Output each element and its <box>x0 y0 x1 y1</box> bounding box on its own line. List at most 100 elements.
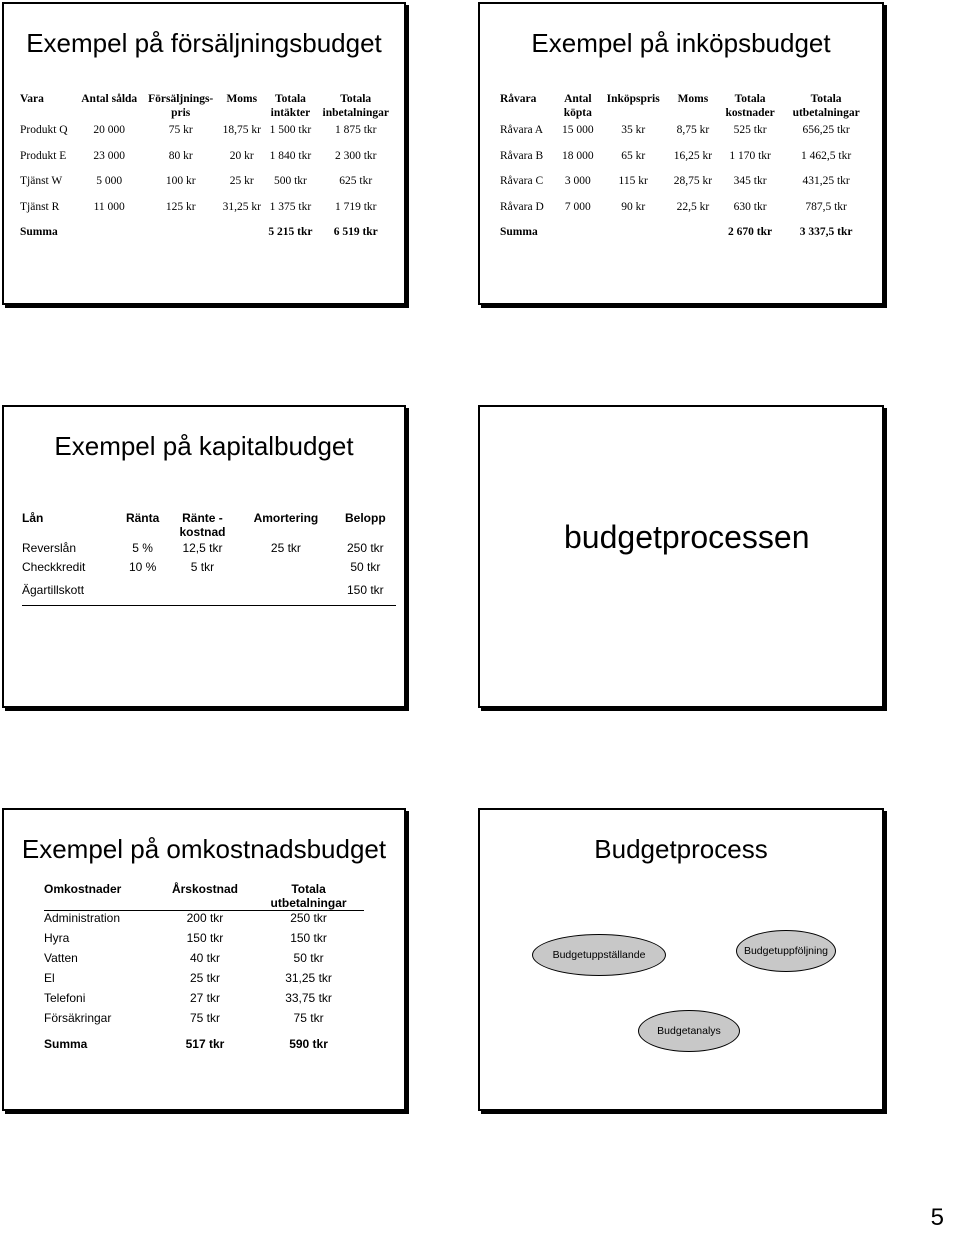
summary-cell: 2 670 tkr <box>728 226 773 238</box>
table-cell: 1 719 tkr <box>334 200 377 213</box>
table-cell: 90 kr <box>621 200 646 213</box>
table-cell: 5 % <box>132 541 153 555</box>
table-cell: 31,25 kr <box>222 200 261 213</box>
table-cell: 200 tkr <box>186 911 224 925</box>
table-cell: 250 tkr <box>290 911 327 925</box>
slide-title: Exempel på omkostnadsbudget <box>21 834 387 864</box>
table-row: Råvara B 18 000 65 kr 16,25 kr 1 170 tkr 1 46… <box>500 150 870 176</box>
column-header: Totala kostnader <box>725 93 775 119</box>
summary-cell <box>668 226 718 246</box>
column-header: Antal köpta <box>563 93 592 119</box>
table-cell: 1 500 tkr <box>269 124 312 136</box>
sales-table: Vara Antal sålda Försäljnings-pris Moms Tota… <box>20 92 395 246</box>
table-header-row: Råvara Antal köpta Inköpspris Moms Totala kost… <box>500 92 870 124</box>
table-cell: 500 tkr <box>273 175 307 187</box>
column-header: Årskostnad <box>156 882 254 911</box>
slide-title: Exempel på kapitalbudget <box>54 431 354 461</box>
table-cell: 1 375 tkr <box>269 200 312 213</box>
table-cell: 28,75 kr <box>673 175 713 187</box>
table-cell: Telefoni <box>44 991 86 1005</box>
table-cell: 22,5 kr <box>676 200 710 213</box>
table-cell <box>237 560 335 579</box>
summary-cell: Summa <box>500 226 538 238</box>
table-cell: 25 tkr <box>270 541 301 555</box>
summary-cell: 517 tkr <box>185 1037 225 1051</box>
table-cell: 787,5 tkr <box>805 200 847 213</box>
table-cell: Vatten <box>44 951 78 965</box>
table-row: Checkkredit 10 % 5 tkr 50 tkr <box>22 560 396 579</box>
table-cell: Råvara D <box>500 200 544 213</box>
table-cell: Hyra <box>44 931 70 945</box>
summary-cell: 5 215 tkr <box>268 226 313 238</box>
summary-cell: 6 519 tkr <box>333 226 378 238</box>
summary-cell: 590 tkr <box>289 1037 328 1051</box>
column-header: Moms <box>677 93 709 105</box>
summary-cell <box>76 226 142 246</box>
table-cell: 7 000 <box>564 200 591 213</box>
table-row: Råvara D 7 000 90 kr 22,5 kr 630 tkr 787,5 tk… <box>500 201 870 227</box>
table-cell: 8,75 kr <box>676 124 710 136</box>
table-cell: 345 tkr <box>733 175 767 187</box>
table-row: Råvara A 15 000 35 kr 8,75 kr 525 tkr 656,25 … <box>500 124 870 150</box>
table-cell: 65 kr <box>621 149 646 162</box>
table-cell: 525 tkr <box>733 124 767 136</box>
slide-budgetprocess: Budgetprocess Budgetuppställande Budgetu… <box>478 808 884 1111</box>
table-cell: Försäkringar <box>44 1011 112 1025</box>
table-cell: 115 kr <box>618 175 648 187</box>
table-cell: 20 kr <box>229 149 254 162</box>
column-header: Ränte - kostnad <box>179 511 226 539</box>
page-number: 5 <box>930 1204 944 1231</box>
slide-word: budgetprocessen <box>564 519 810 555</box>
table-row: Hyra 150 tkr 150 tkr <box>44 931 364 951</box>
table-row: Ägartillskott 150 tkr <box>22 579 396 606</box>
table-row: Administration 200 tkr 250 tkr <box>44 911 364 932</box>
table-row: Produkt E 23 000 80 kr 20 kr 1 840 tkr 2 300 … <box>20 150 395 176</box>
table-cell: 1 840 tkr <box>269 149 312 162</box>
table-cell: 16,25 kr <box>673 149 713 162</box>
table-cell: 150 tkr <box>334 579 396 606</box>
column-header: Lån <box>22 511 44 525</box>
table-cell: 15 000 <box>562 124 594 136</box>
summary-cell: 3 337,5 tkr <box>799 226 853 238</box>
table-cell: Reverslån <box>22 541 77 555</box>
column-header: Amortering <box>253 511 319 525</box>
table-cell: 80 kr <box>168 149 193 162</box>
column-header: Inköpspris <box>606 93 660 105</box>
table-cell: 656,25 tkr <box>802 124 850 136</box>
column-header: Antal sålda <box>81 93 138 105</box>
column-header: Råvara <box>500 93 537 105</box>
table-cell: 1 462,5 tkr <box>801 149 852 162</box>
summary-row: Summa 2 670 tkr 3 337,5 tkr <box>500 226 870 246</box>
table-cell: 75 tkr <box>189 1011 220 1025</box>
table-row: Tjänst W 5 000 100 kr 25 kr 500 tkr 625 tkr <box>20 175 395 201</box>
node-budgetuppstallande: Budgetuppställande <box>532 934 666 976</box>
table-cell: Produkt E <box>20 149 67 162</box>
table-cell: 100 kr <box>165 175 196 187</box>
table-cell: Administration <box>44 911 121 925</box>
table-cell: El <box>44 971 55 985</box>
table-cell: 12,5 tkr <box>182 541 223 555</box>
slide-purchasebudget: Exempel på inköpsbudget Råvara Antal köpta… <box>478 2 884 305</box>
table-cell: 1 875 tkr <box>334 124 377 136</box>
table-cell: 125 kr <box>165 200 196 213</box>
table-cell: 1 170 tkr <box>729 149 771 162</box>
table-cell: 20 000 <box>93 124 126 136</box>
table-cell: 33,75 tkr <box>285 991 332 1005</box>
column-header: Belopp <box>344 511 386 525</box>
table-header-row: Omkostnader Årskostnad Totala utbetalningar <box>44 882 364 911</box>
table-cell <box>237 579 335 606</box>
table-cell: 5 tkr <box>190 560 215 574</box>
column-header: Totala utbetalningar <box>792 93 860 119</box>
table-header-row: Vara Antal sålda Försäljnings-pris Moms Tota… <box>20 92 395 124</box>
table-row: Tjänst R 11 000 125 kr 31,25 kr 1 375 tkr 1 7… <box>20 201 395 227</box>
table-cell: 50 tkr <box>350 560 381 574</box>
summary-cell <box>142 226 219 246</box>
table-cell: 431,25 tkr <box>802 175 850 187</box>
slide-capitalbudget: Exempel på kapitalbudget Lån Ränta Ränte -… <box>2 405 406 708</box>
node-budgetanalys: Budgetanalys <box>638 1010 740 1052</box>
table-row: El 25 tkr 31,25 tkr <box>44 971 364 991</box>
table-cell: Råvara A <box>500 124 544 136</box>
summary-cell: Summa <box>44 1037 88 1051</box>
table-cell: 75 kr <box>168 124 193 136</box>
table-cell: Checkkredit <box>22 560 86 574</box>
